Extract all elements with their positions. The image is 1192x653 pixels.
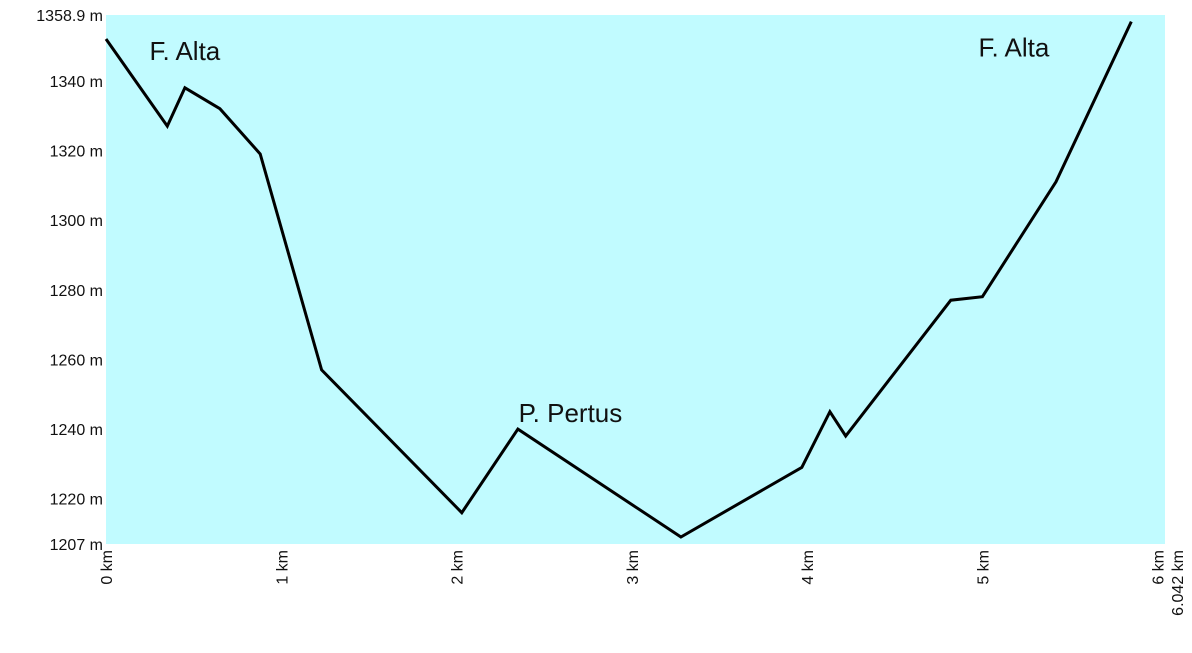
y-tick-label: 1320 m — [50, 143, 103, 160]
x-tick-label: 6 km — [1151, 550, 1168, 585]
y-tick-label: 1240 m — [50, 422, 103, 439]
x-tick-label: 5 km — [975, 550, 992, 585]
y-tick-label: 1358.9 m — [36, 8, 103, 25]
y-tick-label: 1220 m — [50, 492, 103, 509]
plot-area-background — [106, 15, 1165, 544]
y-tick-label: 1207 m — [50, 537, 103, 554]
series-layer — [104, 20, 1133, 539]
annotation-label: F. Alta — [979, 32, 1050, 62]
y-axis-tick-labels: 1207 m 1220 m 1240 m 1260 m 1280 m 1300 m 1320… — [36, 8, 103, 554]
y-tick-label: 1300 m — [50, 213, 103, 230]
x-tick-label: 0 km — [99, 550, 116, 585]
x-tick-label: 3 km — [625, 550, 642, 585]
annotation-layer: F. Alta P. Pertus F. Alta — [149, 32, 1049, 428]
y-tick-label: 1280 m — [50, 283, 103, 300]
annotation-label: P. Pertus — [519, 398, 623, 428]
x-tick-label: 1 km — [274, 550, 291, 585]
x-tick-label: 4 km — [800, 550, 817, 585]
y-tick-label: 1260 m — [50, 352, 103, 369]
y-tick-label: 1340 m — [50, 74, 103, 91]
x-tick-label: 6.042 km — [1170, 550, 1187, 616]
x-tick-label: 2 km — [450, 550, 467, 585]
annotation-label: F. Alta — [149, 36, 220, 66]
series-line — [104, 20, 1133, 539]
x-axis-tick-labels: 0 km 1 km 2 km 3 km 4 km 5 km 6 km 6.042 km — [99, 550, 1187, 616]
